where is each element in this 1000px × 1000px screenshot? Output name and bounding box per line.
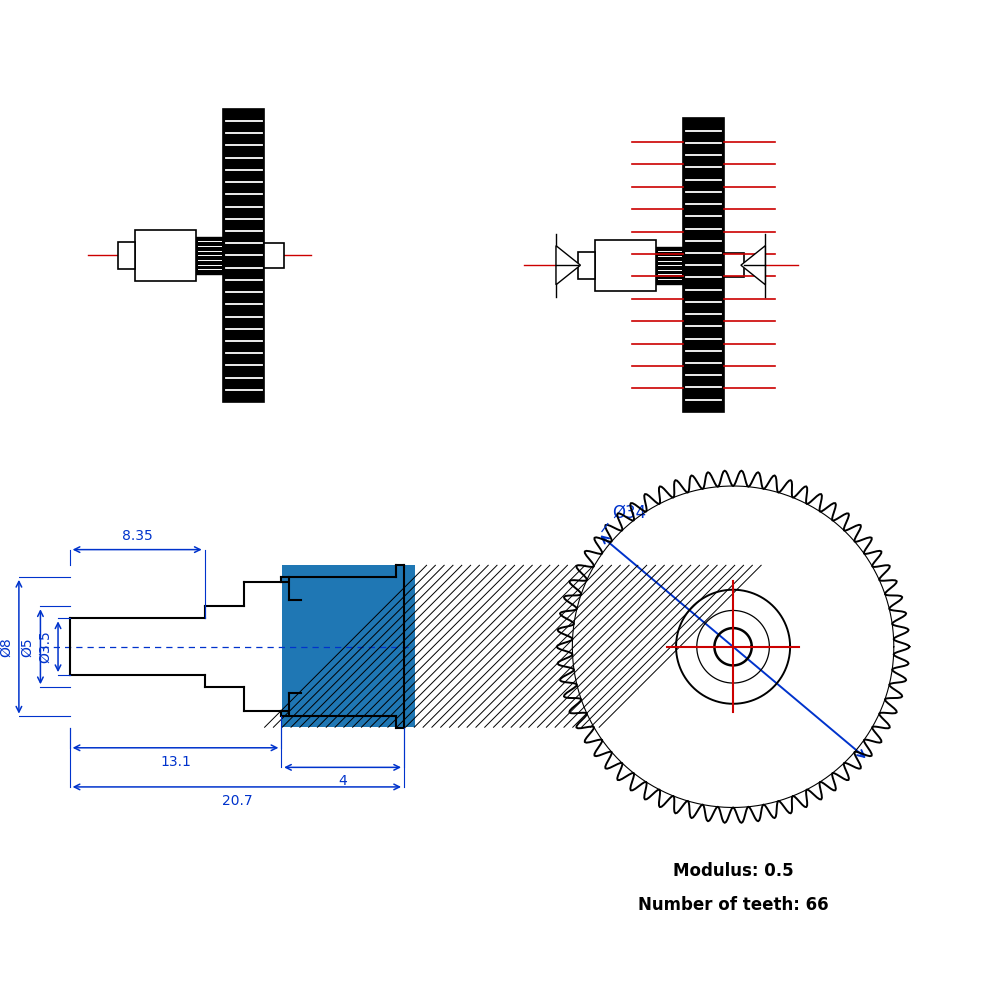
Bar — [595, 240, 656, 291]
Text: 8.35: 8.35 — [122, 529, 153, 543]
Bar — [223, 109, 264, 402]
Text: Ø5: Ø5 — [21, 637, 35, 657]
Bar — [118, 242, 135, 269]
Bar — [135, 230, 196, 281]
Text: Modulus: 0.5: Modulus: 0.5 — [673, 862, 793, 880]
Text: 13.1: 13.1 — [160, 755, 191, 769]
Text: 20.7: 20.7 — [222, 794, 252, 808]
Text: Ø3.5: Ø3.5 — [38, 630, 52, 663]
Text: Number of teeth: 66: Number of teeth: 66 — [638, 896, 828, 914]
Text: Ø8: Ø8 — [0, 637, 13, 657]
Bar — [656, 247, 683, 284]
Text: Ø34: Ø34 — [613, 504, 647, 522]
Bar — [578, 252, 595, 279]
Bar — [724, 253, 744, 277]
Bar — [196, 237, 223, 274]
Bar — [683, 118, 724, 412]
Bar — [264, 243, 284, 268]
Polygon shape — [556, 246, 580, 285]
Bar — [282, 565, 415, 727]
Text: 4: 4 — [338, 774, 347, 788]
Polygon shape — [741, 246, 765, 285]
